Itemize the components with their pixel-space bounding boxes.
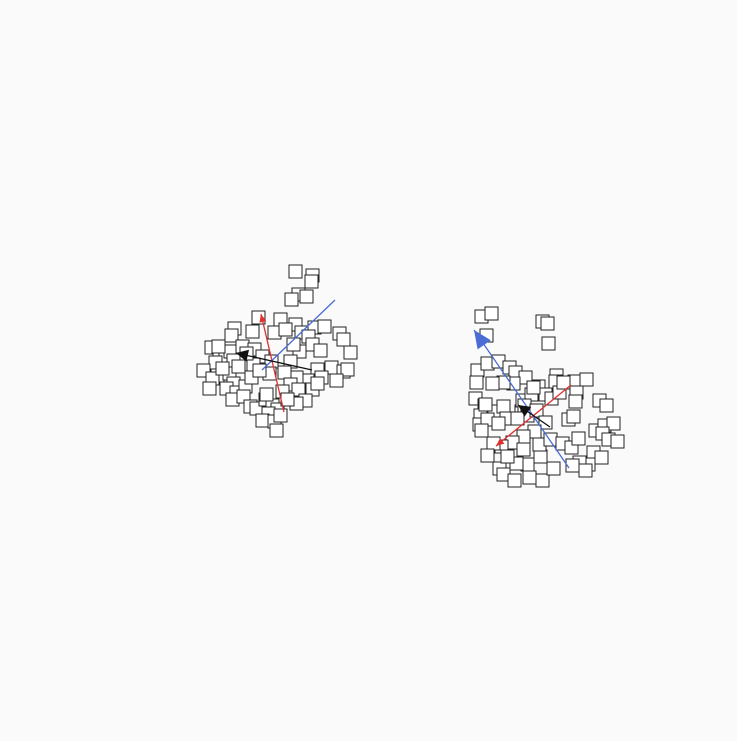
node-square	[269, 423, 284, 438]
node-square	[546, 461, 561, 476]
node-square	[510, 411, 525, 426]
right-cluster-nodes	[468, 306, 625, 488]
blue-arrow	[473, 329, 570, 469]
left-cluster	[196, 264, 358, 438]
node-square	[343, 345, 358, 360]
blue-arrow-head	[474, 330, 491, 350]
black-arrow-shaft	[235, 352, 313, 371]
node-square	[500, 449, 515, 464]
red-arrow	[259, 313, 285, 413]
node-square	[280, 392, 295, 407]
node-square	[507, 473, 522, 488]
node-square	[224, 328, 239, 343]
node-square	[566, 409, 581, 424]
right-cluster-arrows	[473, 329, 572, 469]
node-square	[215, 361, 230, 376]
node-square	[252, 363, 267, 378]
node-square	[606, 416, 621, 431]
node-square	[478, 397, 493, 412]
node-square	[556, 375, 571, 390]
node-square	[310, 376, 325, 391]
node-square	[496, 399, 511, 414]
red-arrow-shaft	[260, 313, 285, 413]
left-cluster-nodes	[196, 264, 358, 438]
blue-arrow	[261, 299, 336, 371]
node-square	[579, 372, 594, 387]
node-square	[336, 332, 351, 347]
node-square	[480, 448, 495, 463]
node-square	[516, 442, 531, 457]
node-square	[299, 289, 314, 304]
node-square	[259, 387, 274, 402]
node-square	[313, 343, 328, 358]
node-square	[340, 362, 355, 377]
node-square	[484, 306, 499, 321]
node-square	[231, 359, 246, 374]
node-square	[540, 316, 555, 331]
node-square	[273, 408, 288, 423]
node-square	[533, 449, 548, 464]
node-square	[522, 470, 537, 485]
node-square	[255, 413, 270, 428]
node-square	[526, 380, 541, 395]
red-arrow-head	[259, 314, 267, 323]
node-square	[594, 450, 609, 465]
node-square	[541, 336, 556, 351]
node-square	[474, 423, 489, 438]
node-square	[278, 322, 293, 337]
node-square	[284, 292, 299, 307]
node-square	[571, 431, 586, 446]
node-square	[277, 365, 292, 380]
node-square	[288, 264, 303, 279]
node-square	[469, 375, 484, 390]
node-square	[317, 319, 332, 334]
node-square	[535, 473, 550, 488]
black-arrow-head	[236, 349, 250, 362]
red-arrow-head	[496, 438, 505, 446]
node-square	[568, 394, 583, 409]
black-arrow-head	[518, 405, 532, 417]
right-cluster	[468, 306, 625, 488]
node-square	[202, 381, 217, 396]
node-square	[211, 339, 226, 354]
node-square	[304, 274, 319, 289]
node-square	[245, 324, 260, 339]
node-square	[485, 376, 500, 391]
node-square	[491, 416, 506, 431]
black-arrow	[517, 404, 551, 428]
node-square	[286, 337, 301, 352]
blue-arrow-shaft	[473, 329, 570, 469]
node-square	[610, 434, 625, 449]
node-square	[599, 398, 614, 413]
black-arrow	[235, 349, 313, 371]
node-square	[329, 373, 344, 388]
left-cluster-arrows	[235, 299, 336, 413]
blue-arrow-shaft	[261, 299, 336, 371]
node-square	[578, 463, 593, 478]
